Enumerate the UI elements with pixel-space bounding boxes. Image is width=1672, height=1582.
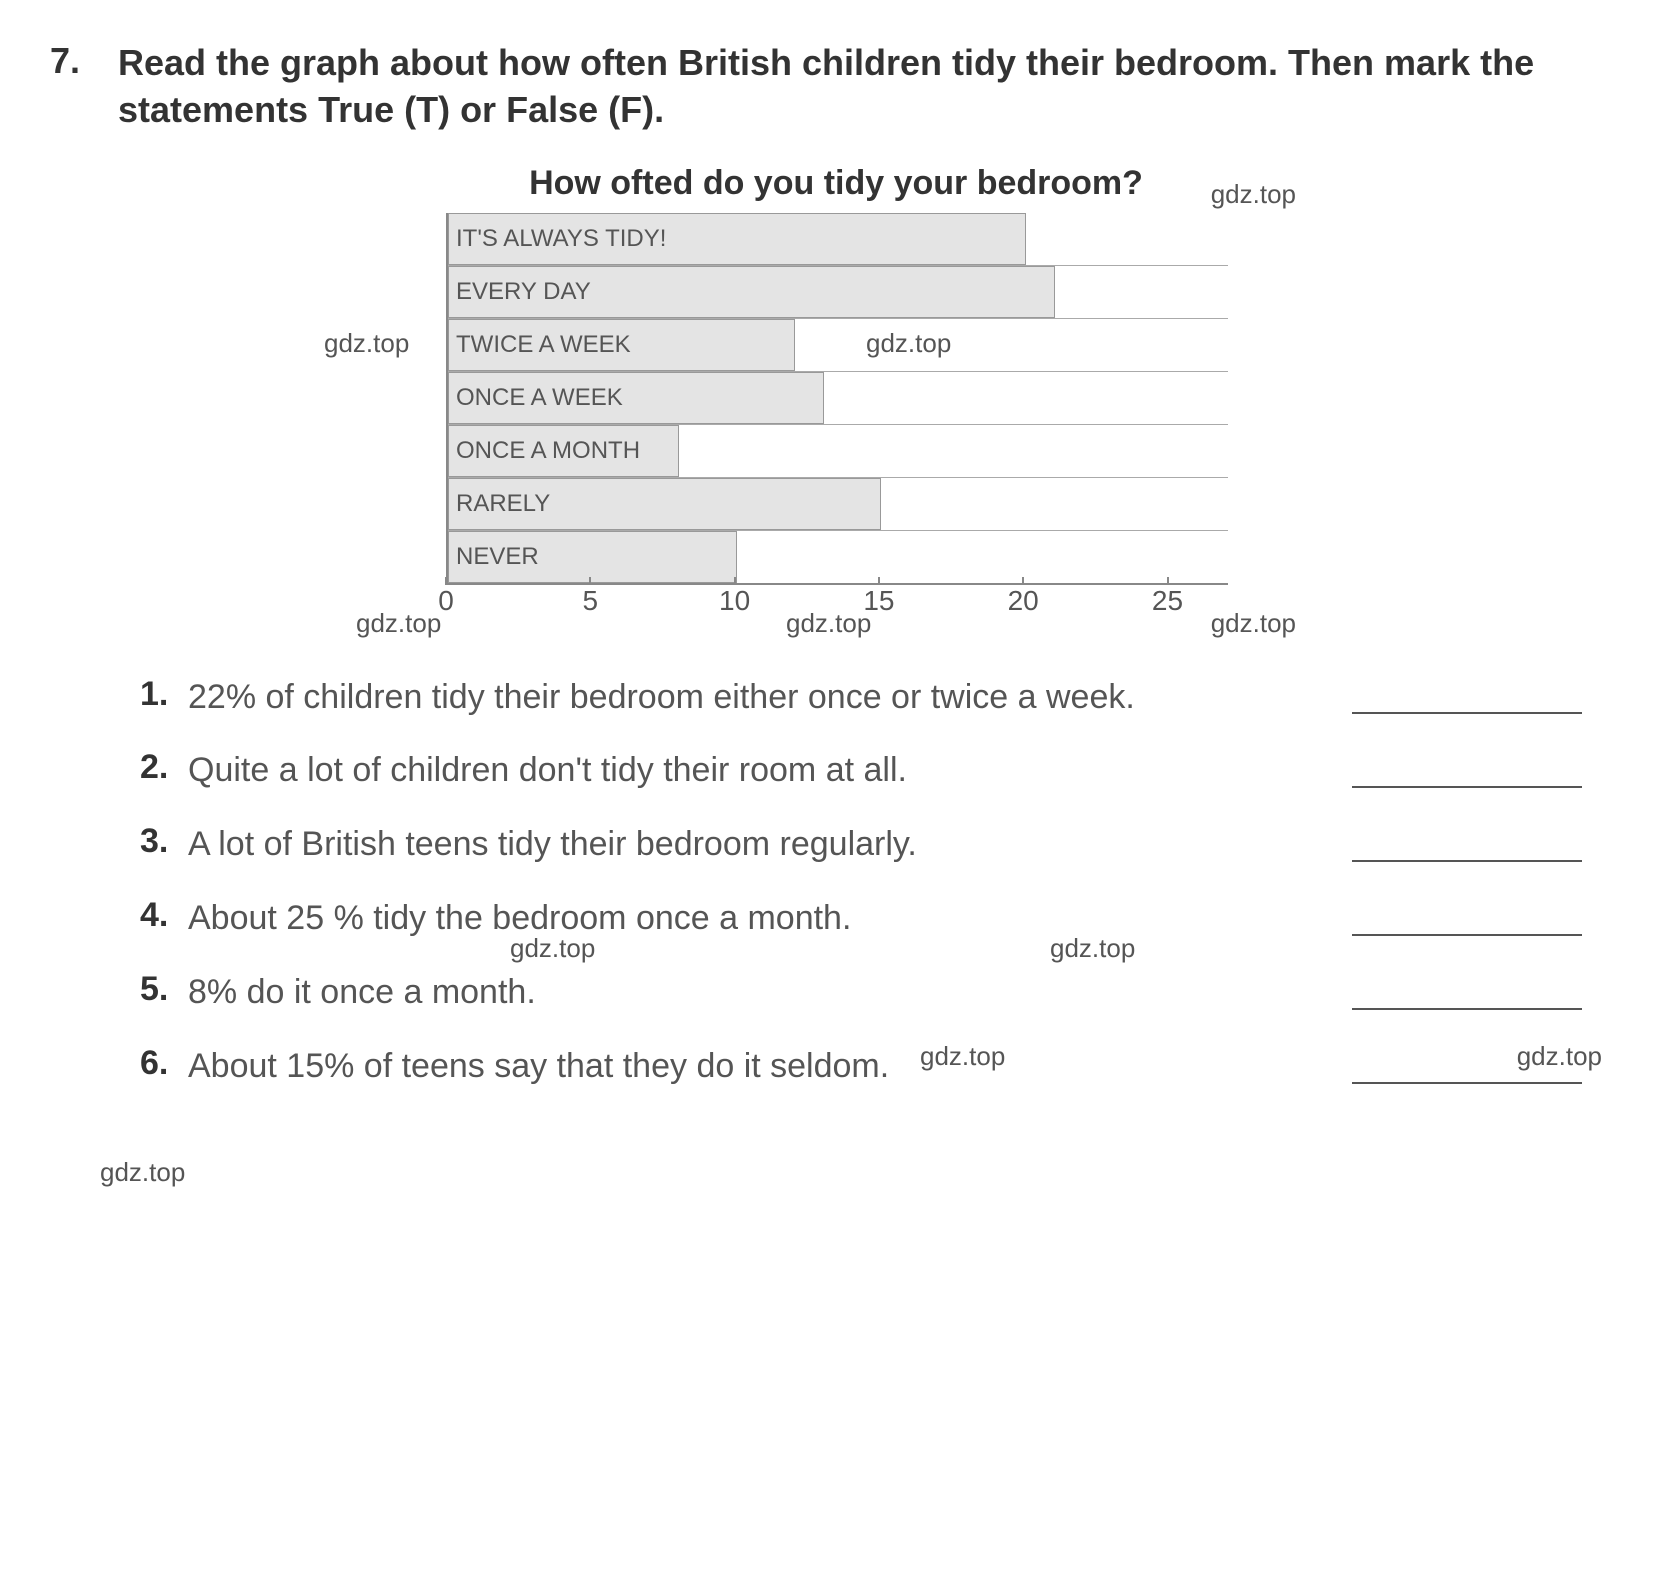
axis-tick: 5 xyxy=(583,585,599,617)
axis-tick: 0 xyxy=(438,585,454,617)
answer-blank[interactable] xyxy=(1352,860,1582,862)
statement-number: 4. xyxy=(140,896,188,935)
statement-number: 6. xyxy=(140,1044,188,1083)
statement-number: 5. xyxy=(140,970,188,1009)
bar-label: NEVER xyxy=(456,543,539,571)
bar-row: ONCE A WEEK xyxy=(448,371,1228,424)
bar-label: ONCE A MONTH xyxy=(456,437,640,465)
answer-blank[interactable] xyxy=(1352,1008,1582,1010)
statement-row: 2. Quite a lot of children don't tidy th… xyxy=(140,748,1582,794)
statement-number: 1. xyxy=(140,675,188,714)
x-axis: 0 5 10 15 20 25 xyxy=(446,585,1226,635)
question-text: Read the graph about how often British c… xyxy=(118,40,1622,134)
axis-tick: 10 xyxy=(719,585,750,617)
bar-row: NEVER xyxy=(448,530,1228,583)
watermark: gdz.top xyxy=(100,1157,185,1188)
bar-label: ONCE A WEEK xyxy=(456,384,623,412)
statement-number: 2. xyxy=(140,748,188,787)
chart-wrapper: gdz.top gdz.top gdz.top gdz.top gdz.top … xyxy=(386,213,1286,635)
answer-blank[interactable] xyxy=(1352,934,1582,936)
statement-row: 5. 8% do it once a month. xyxy=(140,970,1582,1016)
bar-row: EVERY DAY xyxy=(448,265,1228,318)
bar-label: TWICE A WEEK xyxy=(456,331,631,359)
watermark: gdz.top xyxy=(324,328,409,359)
chart-title: How ofted do you tidy your bedroom? xyxy=(50,164,1622,203)
statement-row: 6. About 15% of teens say that they do i… xyxy=(140,1044,1582,1090)
statement-row: 4. About 25 % tidy the bedroom once a mo… xyxy=(140,896,1582,942)
statements-list: gdz.top gdz.top gdz.top gdz.top gdz.top … xyxy=(140,675,1582,1090)
axis-tick: 15 xyxy=(863,585,894,617)
bar-row: IT'S ALWAYS TIDY! xyxy=(448,213,1228,265)
bar-label: IT'S ALWAYS TIDY! xyxy=(456,225,666,253)
answer-blank[interactable] xyxy=(1352,712,1582,714)
bar-chart: IT'S ALWAYS TIDY! EVERY DAY TWICE A WEEK… xyxy=(446,213,1228,585)
question-number: 7. xyxy=(50,40,90,82)
axis-tick: 25 xyxy=(1152,585,1183,617)
bar-label: RARELY xyxy=(456,490,550,518)
bar-row: TWICE A WEEK xyxy=(448,318,1228,371)
bar-label: EVERY DAY xyxy=(456,278,591,306)
watermark: gdz.top xyxy=(356,608,441,639)
answer-blank[interactable] xyxy=(1352,786,1582,788)
statement-row: 3. A lot of British teens tidy their bed… xyxy=(140,822,1582,868)
answer-blank[interactable] xyxy=(1352,1082,1582,1084)
axis-tick: 20 xyxy=(1008,585,1039,617)
statement-number: 3. xyxy=(140,822,188,861)
bar-row: ONCE A MONTH xyxy=(448,424,1228,477)
statement-row: 1. 22% of children tidy their bedroom ei… xyxy=(140,675,1582,721)
bar-row: RARELY xyxy=(448,477,1228,530)
question-header: 7. Read the graph about how often Britis… xyxy=(50,40,1622,134)
page-container: 7. Read the graph about how often Britis… xyxy=(50,40,1622,1090)
